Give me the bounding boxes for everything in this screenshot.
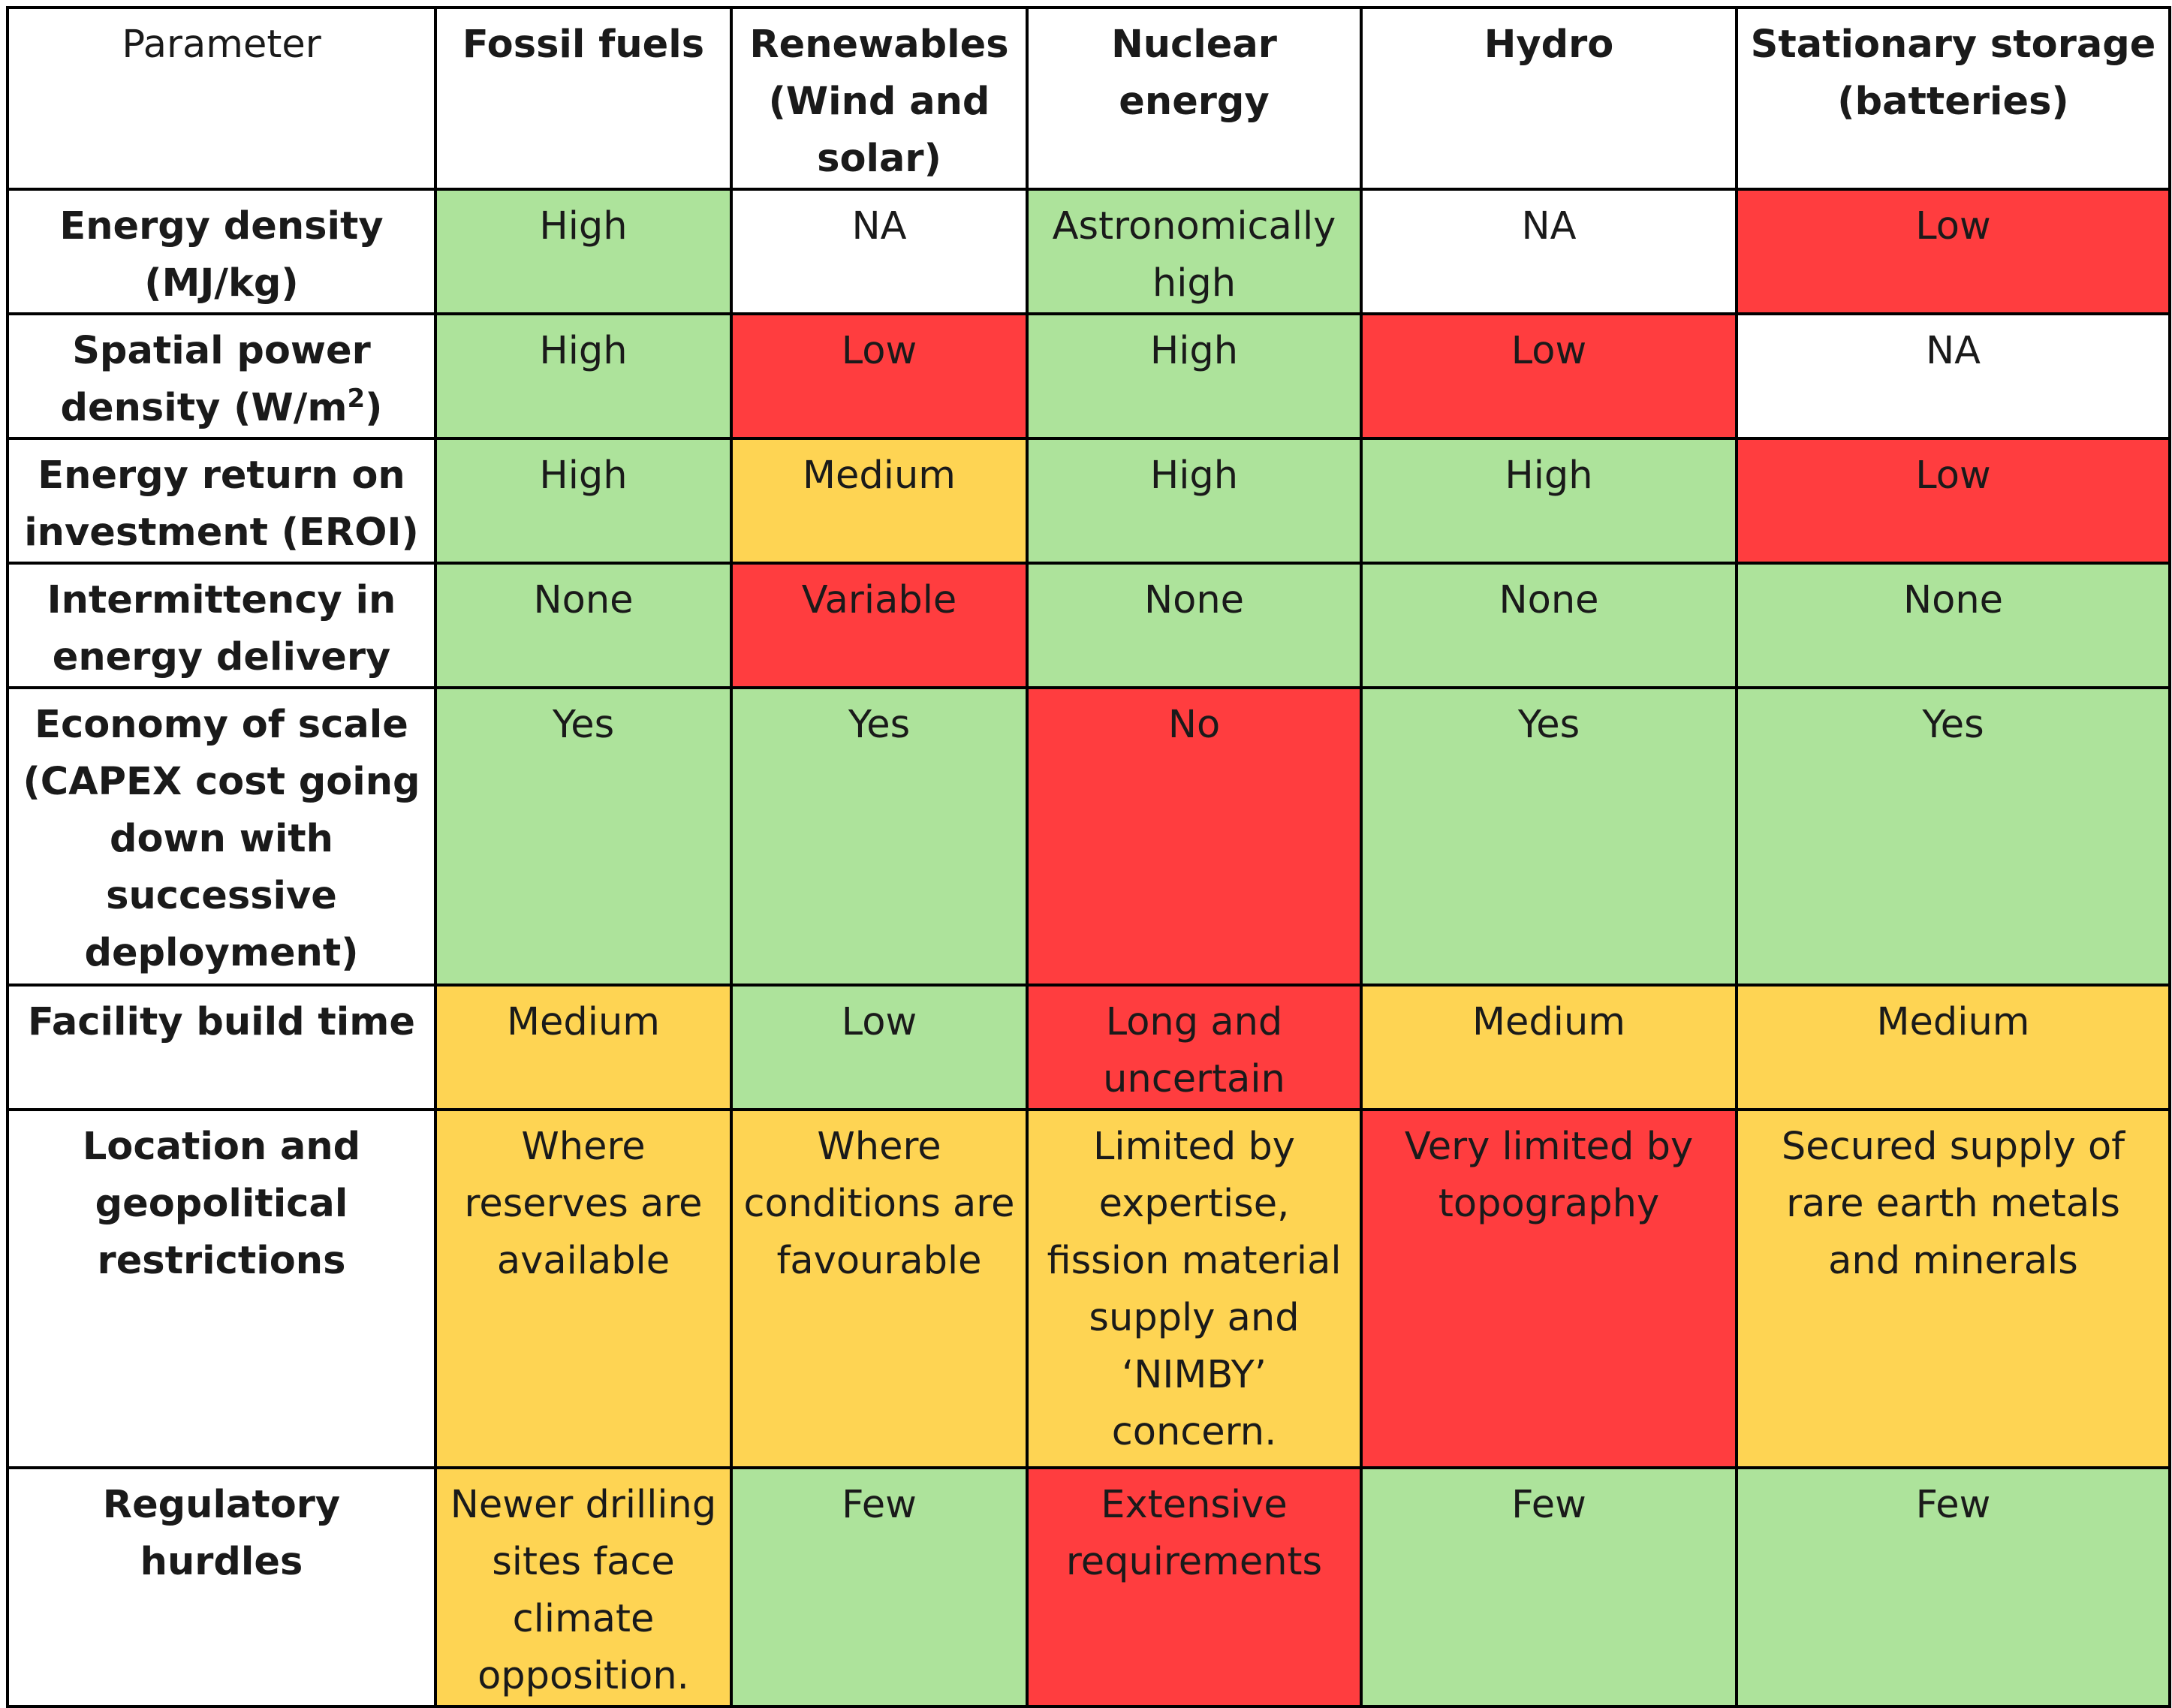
table-cell: Secured supply of rare earth metals and …	[1735, 1108, 2171, 1469]
table-cell: Astronomically high	[1026, 188, 1363, 315]
header-hydro: Hydro	[1360, 6, 1738, 191]
table-cell: Few	[730, 1466, 1029, 1708]
table-cell: Limited by expertise, fission material s…	[1026, 1108, 1363, 1469]
row-label-suffix: )	[365, 386, 383, 430]
table-cell: Medium	[730, 437, 1029, 565]
header-parameter: Parameter	[6, 6, 437, 191]
table-cell: Where reserves are available	[434, 1108, 733, 1469]
table-cell: Medium	[434, 984, 733, 1111]
row-label: Regulatory hurdles	[6, 1466, 437, 1708]
table-cell: Newer drilling sites face climate opposi…	[434, 1466, 733, 1708]
header-stationary-storage: Stationary storage (batteries)	[1735, 6, 2171, 191]
table-cell: High	[434, 312, 733, 440]
table-row: Energy return on investment (EROI) High …	[6, 437, 2171, 565]
table-cell: Few	[1735, 1466, 2171, 1708]
table-row: Location and geopolitical restrictions W…	[6, 1108, 2171, 1469]
table-row: Facility build time Medium Low Long and …	[6, 984, 2171, 1111]
table-cell: Low	[730, 984, 1029, 1111]
header-renewables: Renewables (Wind and solar)	[730, 6, 1029, 191]
energy-comparison-table: Parameter Fossil fuels Renewables (Wind …	[6, 6, 2171, 1708]
table-cell: High	[434, 188, 733, 315]
table-cell: Low	[1735, 188, 2171, 315]
superscript-two: 2	[347, 384, 366, 414]
header-row: Parameter Fossil fuels Renewables (Wind …	[6, 6, 2171, 191]
row-label: Intermittency in energy delivery	[6, 562, 437, 689]
row-label: Economy of scale (CAPEX cost going down …	[6, 686, 437, 987]
table-row: Regulatory hurdles Newer drilling sites …	[6, 1466, 2171, 1708]
table-cell: NA	[730, 188, 1029, 315]
table-cell: Medium	[1735, 984, 2171, 1111]
table-cell: High	[434, 437, 733, 565]
table-cell: None	[1026, 562, 1363, 689]
table-cell: High	[1360, 437, 1738, 565]
table-cell: NA	[1735, 312, 2171, 440]
table-cell: Yes	[1360, 686, 1738, 987]
header-nuclear-energy: Nuclear energy	[1026, 6, 1363, 191]
table-cell: NA	[1360, 188, 1738, 315]
table-cell: Low	[1735, 437, 2171, 565]
table-cell: Yes	[730, 686, 1029, 987]
row-label: Energy return on investment (EROI)	[6, 437, 437, 565]
table-cell: None	[1360, 562, 1738, 689]
row-label-text: Spatial power density (W/m	[60, 329, 371, 430]
table-cell: Very limited by topography	[1360, 1108, 1738, 1469]
table-cell: High	[1026, 312, 1363, 440]
table-cell: None	[434, 562, 733, 689]
row-label: Location and geopolitical restrictions	[6, 1108, 437, 1469]
row-label: Spatial power density (W/m2)	[6, 312, 437, 440]
table-cell: High	[1026, 437, 1363, 565]
table-row: Economy of scale (CAPEX cost going down …	[6, 686, 2171, 987]
table-cell: Long and uncertain	[1026, 984, 1363, 1111]
table-cell: Medium	[1360, 984, 1738, 1111]
table-row: Spatial power density (W/m2) High Low Hi…	[6, 312, 2171, 440]
table-cell: Few	[1360, 1466, 1738, 1708]
table-cell: Low	[1360, 312, 1738, 440]
row-label: Facility build time	[6, 984, 437, 1111]
table-cell: Where conditions are favourable	[730, 1108, 1029, 1469]
row-label: Energy density (MJ/kg)	[6, 188, 437, 315]
table-cell: Extensive requirements	[1026, 1466, 1363, 1708]
table-cell: Variable	[730, 562, 1029, 689]
table-cell: None	[1735, 562, 2171, 689]
table-row: Intermittency in energy delivery None Va…	[6, 562, 2171, 689]
table-cell: Low	[730, 312, 1029, 440]
header-fossil-fuels: Fossil fuels	[434, 6, 733, 191]
table-cell: Yes	[434, 686, 733, 987]
table-cell: Yes	[1735, 686, 2171, 987]
table-row: Energy density (MJ/kg) High NA Astronomi…	[6, 188, 2171, 315]
table-cell: No	[1026, 686, 1363, 987]
